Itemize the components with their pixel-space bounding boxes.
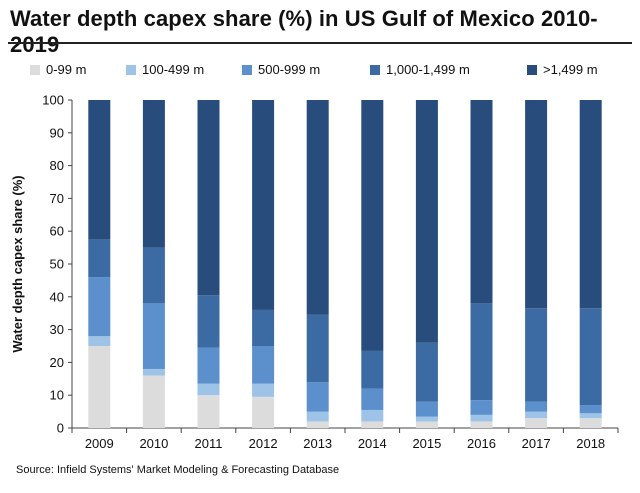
title-underline [8, 42, 632, 44]
bar-segment-2014-s4 [361, 100, 384, 351]
x-tick-label: 2016 [467, 436, 496, 451]
bar-segment-2018-s1 [579, 413, 602, 419]
bar-segment-2009-s4 [88, 100, 111, 240]
legend-swatch-0-99 [30, 64, 40, 75]
y-tick-label: 40 [50, 289, 64, 304]
bar-segment-2012-s0 [252, 396, 275, 428]
bar-segment-2015-s3 [415, 342, 438, 402]
x-tick-label: 2013 [303, 436, 332, 451]
bar-segment-2016-s0 [470, 421, 493, 428]
bar-segment-2012-s2 [252, 346, 275, 384]
bar-segment-2015-s0 [415, 421, 438, 428]
bar-segment-2013-s3 [306, 314, 329, 383]
bar-segment-2010-s4 [142, 100, 165, 248]
bar-segment-2017-s4 [525, 100, 548, 309]
y-tick-label: 80 [50, 158, 64, 173]
bar-segment-2018-s4 [579, 100, 602, 309]
bar-segment-2016-s4 [470, 100, 493, 304]
bar-segment-2011-s4 [197, 100, 220, 296]
legend-swatch-100-499 [126, 64, 136, 75]
bar-segment-2018-s2 [579, 405, 602, 414]
legend-label-500-999: 500-999 m [258, 62, 321, 77]
y-tick-label: 0 [57, 421, 64, 436]
bar-segment-2012-s3 [252, 309, 275, 346]
bar-segment-2010-s1 [142, 368, 165, 376]
bar-segment-2009-s0 [88, 346, 111, 428]
legend-label-over-1499: >1,499 m [543, 62, 598, 77]
bar-segment-2011-s0 [197, 395, 220, 428]
x-tick-label: 2017 [522, 436, 551, 451]
bar-segment-2016-s1 [470, 414, 493, 422]
bar-segment-2016-s2 [470, 400, 493, 415]
bar-segment-2015-s1 [415, 416, 438, 422]
bar-segment-2012-s1 [252, 383, 275, 397]
legend: 0-99 m 100-499 m 500-999 m 1,000-1,499 m… [30, 62, 630, 80]
x-tick-label: 2015 [412, 436, 441, 451]
y-tick-label: 10 [50, 388, 64, 403]
y-tick-label: 30 [50, 322, 64, 337]
bar-segment-2015-s2 [415, 401, 438, 417]
source-note: Source: Infield Systems' Market Modeling… [16, 464, 340, 476]
bar-segment-2009-s3 [88, 239, 111, 278]
bar-segment-2017-s0 [525, 418, 548, 428]
bars [88, 100, 602, 428]
bar-segment-2014-s0 [361, 421, 384, 428]
bar-segment-2009-s1 [88, 336, 111, 346]
y-tick-label: 60 [50, 224, 64, 239]
x-tick-label: 2018 [576, 436, 605, 451]
legend-swatch-over-1499 [527, 64, 537, 75]
bar-segment-2018-s3 [579, 308, 602, 406]
bar-segment-2017-s1 [525, 411, 548, 419]
bar-segment-2011-s2 [197, 347, 220, 384]
y-tick-label: 50 [50, 257, 64, 272]
x-tick-label: 2011 [195, 436, 223, 451]
tick-labels: 0 10 20 30 40 50 60 70 80 90 100 2009 2010 2011 2012 20… [42, 93, 605, 452]
y-tick-label: 100 [42, 93, 64, 108]
bar-segment-2013-s0 [306, 421, 329, 428]
x-tick-label: 2014 [358, 436, 387, 451]
bar-segment-2013-s1 [306, 411, 329, 422]
legend-item-1000-1499: 1,000-1,499 m [370, 62, 470, 77]
bar-segment-2009-s2 [88, 277, 111, 337]
bar-segment-2010-s0 [142, 375, 165, 428]
legend-item-over-1499: >1,499 m [527, 62, 598, 77]
bar-segment-2011-s1 [197, 383, 220, 396]
bar-segment-2017-s3 [525, 308, 548, 402]
legend-swatch-1000-1499 [370, 64, 380, 75]
chart-title: Water depth capex share (%) in US Gulf o… [10, 6, 598, 57]
bar-segment-2018-s0 [579, 418, 602, 428]
bar-segment-2017-s2 [525, 401, 548, 412]
bar-segment-2014-s2 [361, 388, 384, 410]
y-tick-label: 20 [50, 355, 64, 370]
bar-segment-2010-s3 [142, 247, 165, 304]
legend-label-0-99: 0-99 m [46, 62, 87, 77]
legend-label-100-499: 100-499 m [142, 62, 205, 77]
y-axis-label: Water depth capex share (%) [10, 175, 25, 352]
bar-segment-2014-s3 [361, 350, 384, 389]
bar-segment-2013-s4 [306, 100, 329, 315]
bar-segment-2016-s3 [470, 303, 493, 401]
legend-item-500-999: 500-999 m [242, 62, 320, 77]
legend-label-1000-1499: 1,000-1,499 m [386, 62, 470, 77]
x-tick-label: 2009 [85, 436, 114, 451]
bar-segment-2010-s2 [142, 303, 165, 369]
legend-item-100-499: 100-499 m [126, 62, 204, 77]
y-tick-label: 70 [50, 191, 64, 206]
bar-segment-2015-s4 [415, 100, 438, 343]
x-tick-label: 2010 [139, 436, 168, 451]
bar-segment-2013-s2 [306, 382, 329, 412]
x-tick-label: 2012 [249, 436, 278, 451]
bar-segment-2011-s3 [197, 295, 220, 348]
legend-item-0-99: 0-99 m [30, 62, 86, 77]
y-tick-label: 90 [50, 125, 64, 140]
bar-segment-2012-s4 [252, 100, 275, 310]
legend-swatch-500-999 [242, 64, 252, 75]
bar-segment-2014-s1 [361, 409, 384, 422]
